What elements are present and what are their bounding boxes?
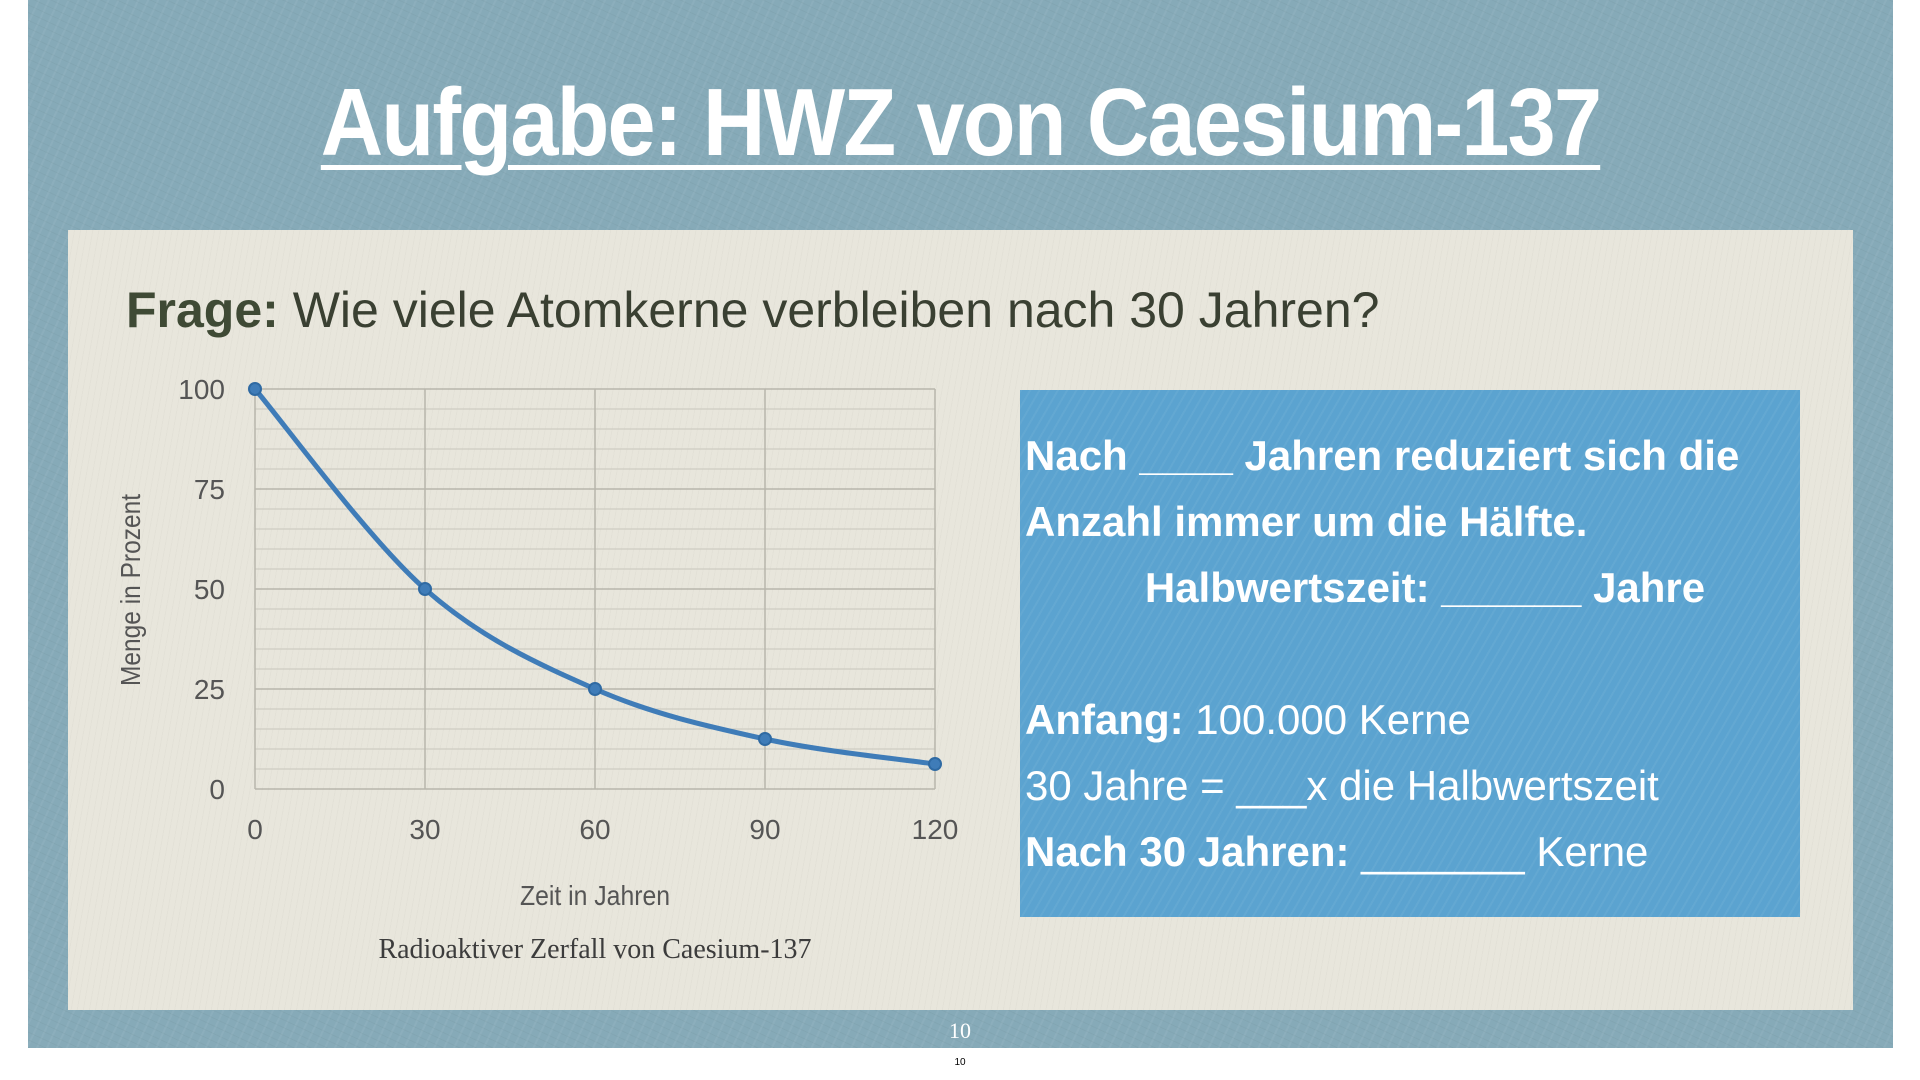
y-tick-label: 25 — [194, 674, 225, 705]
chart-y-ticks: 0 25 50 75 100 — [178, 374, 225, 805]
data-point — [418, 582, 432, 596]
series-line — [252, 386, 938, 767]
question-label: Frage: — [126, 282, 279, 338]
x-axis-label: Zeit in Jahren — [520, 880, 670, 911]
x-tick-label: 0 — [247, 814, 263, 845]
chart-major-grid — [254, 388, 936, 790]
data-point — [928, 757, 942, 771]
start-line: Anfang: 100.000 Kerne — [1025, 687, 1471, 753]
start-value: 100.000 Kerne — [1183, 696, 1471, 743]
question: Frage: Wie viele Atomkerne verbleiben na… — [126, 275, 1379, 345]
question-text: Wie viele Atomkerne verbleiben nach 30 J… — [278, 282, 1380, 338]
info-box: Nach ____ Jahren reduziert sich die Anza… — [1020, 390, 1800, 917]
result-line: Nach 30 Jahren: _______ Kerne — [1025, 819, 1648, 885]
info-line-1: Nach ____ Jahren reduziert sich die — [1025, 432, 1740, 479]
chart-title: Radioaktiver Zerfall von Caesium-137 — [378, 934, 811, 965]
y-tick-label: 0 — [209, 774, 225, 805]
y-axis-label: Menge in Prozent — [115, 494, 146, 686]
half-life-line: Halbwertszeit: ______ Jahre — [1144, 564, 1706, 611]
page-number: 10 — [949, 1018, 971, 1043]
info-line-2: Anzahl immer um die Hälfte. — [1025, 498, 1588, 545]
slide-title: Aufgabe: HWZ von Caesium-137 — [121, 68, 1800, 178]
y-tick-label: 75 — [194, 474, 225, 505]
x-tick-label: 120 — [912, 814, 959, 845]
x-tick-label: 60 — [579, 814, 610, 845]
result-label: Nach 30 Jahren: — [1025, 828, 1350, 875]
decay-chart: 0 25 50 75 100 0 30 60 90 120 Menge in Prozent Z… — [115, 374, 958, 965]
slide-title-text: Aufgabe: HWZ von Caesium-137 — [320, 69, 1602, 176]
chart-x-ticks: 0 30 60 90 120 — [247, 814, 958, 845]
page-number-footer: 10 — [954, 1057, 966, 1068]
x-tick-label: 30 — [409, 814, 440, 845]
start-label: Anfang: — [1025, 696, 1184, 743]
ratio-line: 30 Jahre = ___x die Halbwertszeit — [1025, 762, 1659, 809]
y-tick-label: 50 — [194, 574, 225, 605]
chart-points — [248, 382, 942, 771]
data-point — [248, 382, 262, 396]
y-tick-label: 100 — [178, 374, 225, 405]
data-point — [758, 732, 772, 746]
result-value: _______ Kerne — [1349, 828, 1649, 875]
data-point — [588, 682, 602, 696]
x-tick-label: 90 — [749, 814, 780, 845]
